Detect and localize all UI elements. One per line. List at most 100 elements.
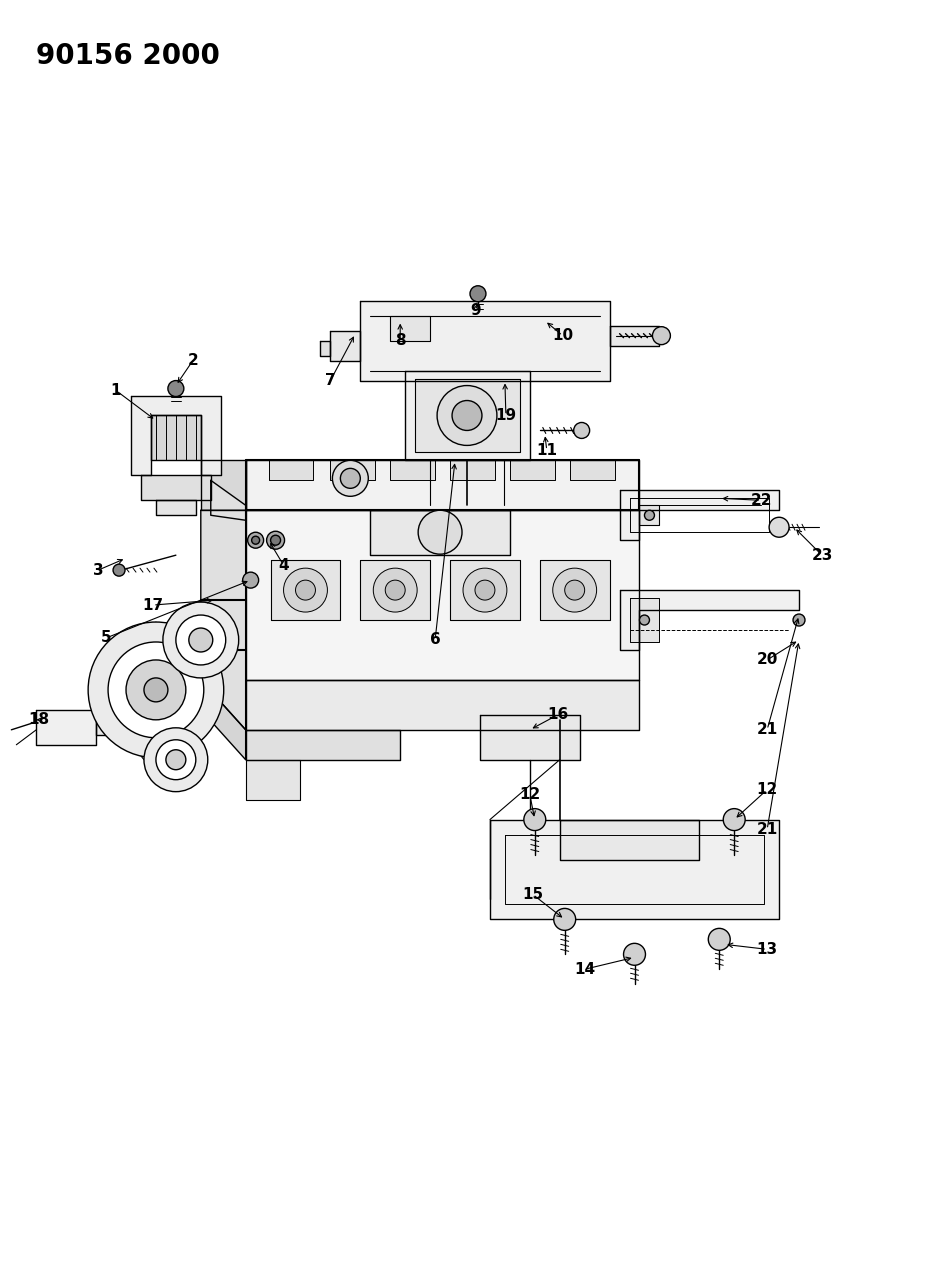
- Text: 6: 6: [430, 632, 440, 648]
- Circle shape: [295, 580, 315, 601]
- Text: 13: 13: [755, 942, 777, 956]
- Polygon shape: [200, 460, 245, 510]
- Polygon shape: [96, 720, 131, 734]
- Text: 7: 7: [325, 374, 335, 388]
- Polygon shape: [539, 560, 609, 620]
- Polygon shape: [490, 820, 778, 919]
- Polygon shape: [619, 590, 798, 650]
- Circle shape: [792, 615, 804, 626]
- Circle shape: [470, 286, 486, 302]
- Polygon shape: [200, 680, 245, 760]
- Polygon shape: [271, 560, 340, 620]
- Polygon shape: [155, 500, 196, 515]
- Circle shape: [417, 510, 461, 555]
- Circle shape: [475, 580, 494, 601]
- Polygon shape: [245, 460, 638, 510]
- Polygon shape: [389, 316, 430, 340]
- Text: 20: 20: [755, 653, 777, 667]
- Circle shape: [436, 385, 496, 445]
- Polygon shape: [415, 379, 519, 453]
- Polygon shape: [569, 460, 614, 481]
- Polygon shape: [559, 820, 698, 859]
- Polygon shape: [140, 476, 211, 500]
- Circle shape: [247, 532, 263, 548]
- Polygon shape: [619, 491, 778, 541]
- Circle shape: [552, 569, 596, 612]
- Text: 5: 5: [101, 631, 111, 645]
- Polygon shape: [404, 371, 529, 460]
- Circle shape: [553, 908, 575, 931]
- Circle shape: [638, 615, 649, 625]
- Circle shape: [651, 326, 669, 344]
- Circle shape: [573, 422, 589, 439]
- Text: 15: 15: [521, 887, 543, 901]
- Text: 17: 17: [142, 598, 163, 612]
- Text: 10: 10: [551, 328, 573, 343]
- Polygon shape: [360, 560, 430, 620]
- Circle shape: [155, 740, 196, 780]
- Polygon shape: [245, 760, 300, 799]
- Polygon shape: [609, 325, 659, 346]
- Polygon shape: [131, 395, 221, 476]
- Polygon shape: [638, 505, 659, 525]
- Text: 8: 8: [394, 333, 405, 348]
- Polygon shape: [245, 729, 400, 760]
- Circle shape: [163, 602, 239, 678]
- Text: 23: 23: [811, 548, 832, 562]
- Circle shape: [166, 750, 185, 770]
- Polygon shape: [360, 301, 609, 380]
- Polygon shape: [37, 710, 96, 745]
- Circle shape: [723, 808, 744, 830]
- Text: 21: 21: [755, 822, 777, 838]
- Text: 21: 21: [755, 723, 777, 737]
- Circle shape: [564, 580, 584, 601]
- Circle shape: [271, 536, 280, 546]
- Text: 16: 16: [547, 708, 568, 723]
- Circle shape: [385, 580, 404, 601]
- Circle shape: [373, 569, 417, 612]
- Polygon shape: [269, 460, 314, 481]
- Text: 19: 19: [495, 408, 516, 423]
- Text: 12: 12: [519, 787, 540, 802]
- Circle shape: [332, 460, 368, 496]
- Circle shape: [462, 569, 506, 612]
- Circle shape: [144, 678, 168, 701]
- Circle shape: [768, 518, 788, 537]
- Circle shape: [644, 510, 653, 520]
- Polygon shape: [330, 330, 360, 361]
- Circle shape: [168, 380, 183, 397]
- Circle shape: [189, 629, 212, 652]
- Polygon shape: [389, 460, 434, 481]
- Circle shape: [523, 808, 545, 830]
- Text: 3: 3: [93, 562, 103, 578]
- Circle shape: [708, 928, 729, 950]
- Text: 14: 14: [574, 961, 594, 977]
- Polygon shape: [211, 481, 245, 520]
- Polygon shape: [245, 510, 638, 680]
- Text: 18: 18: [29, 713, 50, 727]
- Circle shape: [340, 468, 360, 488]
- Circle shape: [113, 564, 124, 576]
- Polygon shape: [200, 510, 245, 729]
- Circle shape: [284, 569, 327, 612]
- Circle shape: [451, 400, 481, 431]
- Text: 9: 9: [470, 303, 481, 319]
- Polygon shape: [449, 560, 519, 620]
- Polygon shape: [629, 598, 659, 643]
- Text: 11: 11: [535, 442, 557, 458]
- Circle shape: [267, 532, 285, 550]
- Circle shape: [144, 728, 208, 792]
- Polygon shape: [509, 460, 554, 481]
- Circle shape: [108, 643, 203, 738]
- Circle shape: [125, 660, 185, 720]
- Text: 2: 2: [187, 353, 198, 368]
- Polygon shape: [370, 510, 509, 555]
- Circle shape: [252, 537, 259, 544]
- Polygon shape: [151, 416, 200, 460]
- Polygon shape: [320, 340, 330, 356]
- Circle shape: [176, 615, 226, 666]
- Circle shape: [88, 622, 224, 757]
- Circle shape: [622, 944, 645, 965]
- Text: 90156 2000: 90156 2000: [37, 42, 220, 70]
- Text: 12: 12: [755, 782, 777, 797]
